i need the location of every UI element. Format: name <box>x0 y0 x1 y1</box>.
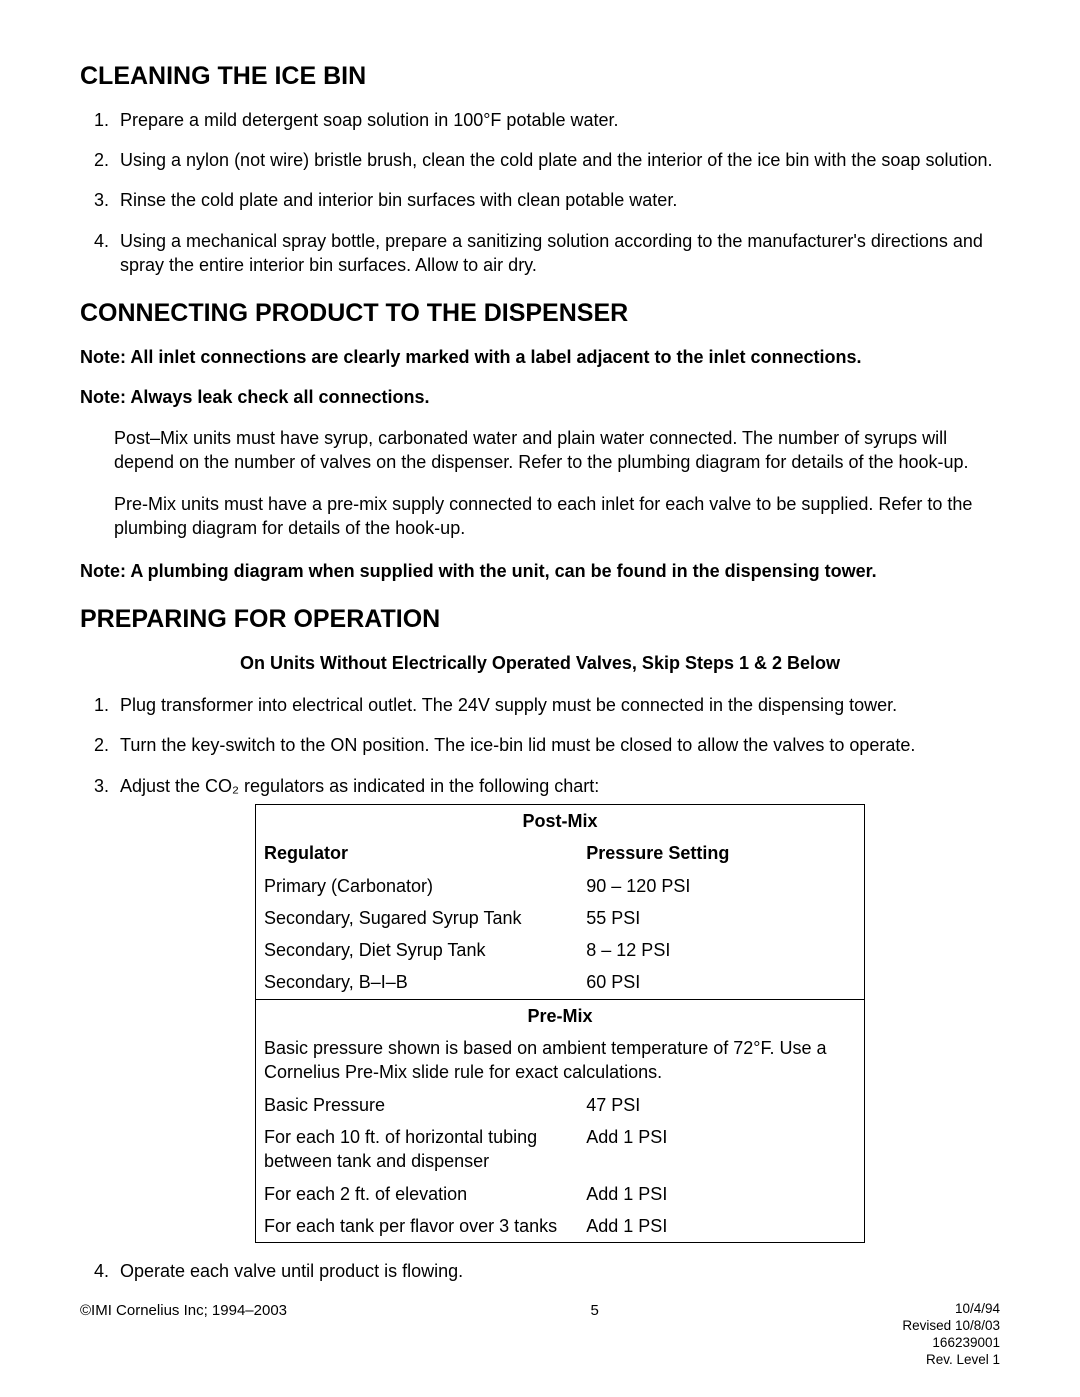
list-item: Using a mechanical spray bottle, prepare… <box>114 229 1000 278</box>
list-item: Using a nylon (not wire) bristle brush, … <box>114 148 1000 172</box>
table-cell: For each tank per flavor over 3 tanks <box>256 1210 579 1243</box>
table-col1-head: Regulator <box>256 837 579 869</box>
list-item: Prepare a mild detergent soap solution i… <box>114 108 1000 132</box>
table-cell: Basic Pressure <box>256 1089 579 1121</box>
table-cell: 55 PSI <box>578 902 864 934</box>
section3-list: Plug transformer into electrical outlet.… <box>80 693 1000 1283</box>
section1-list: Prepare a mild detergent soap solution i… <box>80 108 1000 277</box>
section2-title: CONNECTING PRODUCT TO THE DISPENSER <box>80 297 1000 331</box>
section3-subhead: On Units Without Electrically Operated V… <box>80 651 1000 675</box>
table-premix-note: Basic pressure shown is based on ambient… <box>256 1032 865 1089</box>
note-text: Note: All inlet connections are clearly … <box>80 345 1000 369</box>
section1-title: CLEANING THE ICE BIN <box>80 60 1000 94</box>
table-postmix-head: Post-Mix <box>256 805 865 838</box>
table-cell: 60 PSI <box>578 966 864 999</box>
table-cell: Secondary, B–I–B <box>256 966 579 999</box>
table-cell: Secondary, Diet Syrup Tank <box>256 934 579 966</box>
table-premix-head: Pre-Mix <box>256 999 865 1032</box>
section3-title: PREPARING FOR OPERATION <box>80 603 1000 637</box>
note-text: Note: A plumbing diagram when supplied w… <box>80 559 1000 583</box>
table-cell: Primary (Carbonator) <box>256 870 579 902</box>
list-item: Rinse the cold plate and interior bin su… <box>114 188 1000 212</box>
footer-revision: 10/4/94 Revised 10/8/03 166239001 Rev. L… <box>902 1301 1000 1369</box>
footer-page-number: 5 <box>591 1301 599 1321</box>
footer-copyright: ©IMI Cornelius Inc; 1994–2003 <box>80 1301 287 1321</box>
table-cell: 8 – 12 PSI <box>578 934 864 966</box>
table-cell: Add 1 PSI <box>578 1121 864 1178</box>
pressure-table: Post-Mix Regulator Pressure Setting Prim… <box>255 804 865 1243</box>
table-cell: Add 1 PSI <box>578 1210 864 1243</box>
note-text: Note: Always leak check all connections. <box>80 385 1000 409</box>
table-cell: Secondary, Sugared Syrup Tank <box>256 902 579 934</box>
list-item: Plug transformer into electrical outlet.… <box>114 693 1000 717</box>
list-item: Operate each valve until product is flow… <box>114 1259 1000 1283</box>
table-cell: For each 10 ft. of horizontal tubing bet… <box>256 1121 579 1178</box>
table-cell: 47 PSI <box>578 1089 864 1121</box>
table-cell: For each 2 ft. of elevation <box>256 1178 579 1210</box>
table-cell: 90 – 120 PSI <box>578 870 864 902</box>
body-paragraph: Post–Mix units must have syrup, carbonat… <box>114 426 1000 475</box>
page-footer: ©IMI Cornelius Inc; 1994–2003 5 10/4/94 … <box>80 1301 1000 1369</box>
body-paragraph: Pre-Mix units must have a pre-mix supply… <box>114 492 1000 541</box>
table-cell: Add 1 PSI <box>578 1178 864 1210</box>
table-col2-head: Pressure Setting <box>578 837 864 869</box>
list-item: Turn the key-switch to the ON position. … <box>114 733 1000 757</box>
list-item: Adjust the CO₂ regulators as indicated i… <box>114 774 1000 1243</box>
